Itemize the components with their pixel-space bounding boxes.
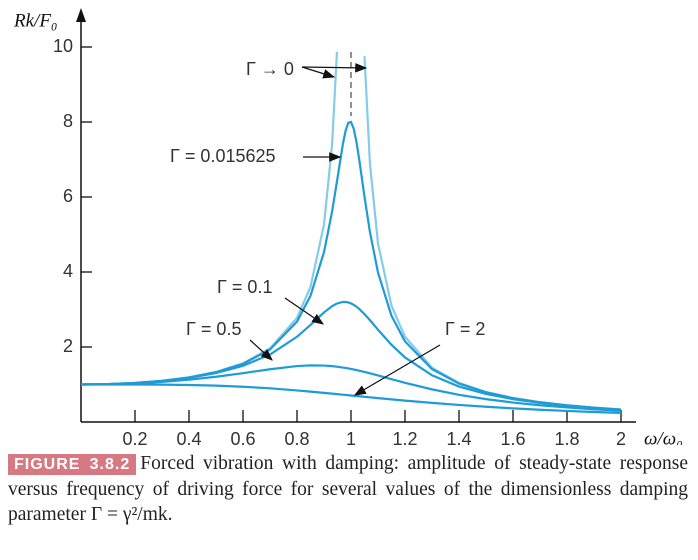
x-tick-label: 1.2 (392, 429, 417, 445)
y-tick-label: 4 (63, 261, 73, 281)
y-axis-label: Rk/F₀ (13, 10, 58, 31)
curve-label: Γ = 2 (445, 319, 485, 339)
y-tick-label: 2 (63, 336, 73, 356)
x-tick-label: 1 (346, 429, 356, 445)
x-tick-label: 1.8 (554, 429, 579, 445)
x-tick-label: 1.4 (446, 429, 471, 445)
y-axis-arrow (76, 8, 86, 22)
caption: FIGURE 3.8.2 Forced vibration with dampin… (8, 451, 688, 527)
curve-label: Γ = 0.1 (217, 277, 272, 297)
curve (80, 300, 622, 411)
chart: Rk/F₀ ω/ω₀ 2 4 6 8 10 0.2 0.4 0.6 0.8 1 1.2 1.4 1.6 1… (13, 8, 683, 445)
x-tick-label: 0.4 (176, 429, 201, 445)
label-arrow (284, 297, 324, 325)
curve (80, 364, 622, 412)
y-tick-label: 8 (63, 111, 73, 131)
label-arrow (249, 339, 273, 361)
curve (80, 120, 622, 411)
curve-label: Γ → 0 (246, 59, 294, 79)
label-arrow (301, 66, 336, 79)
x-tick-label: 2 (616, 429, 626, 445)
caption-text: Forced vibration with damping: amplitude… (8, 453, 688, 525)
x-tick-label: 0.6 (230, 429, 255, 445)
y-tick-label: 6 (63, 186, 73, 206)
curve-label: Γ = 0.015625 (170, 146, 276, 166)
label-arrow (301, 63, 368, 73)
y-tick-label: 10 (53, 36, 73, 56)
label-arrow (353, 344, 441, 396)
curve-label: Γ = 0.5 (186, 319, 241, 339)
x-axis-label: ω/ω₀ (644, 428, 683, 445)
x-tick-label: 1.6 (500, 429, 525, 445)
curve (81, 383, 622, 415)
x-tick-label: 0.8 (284, 429, 309, 445)
x-tick-label: 0.2 (122, 429, 147, 445)
caption-label: FIGURE 3.8.2 (8, 454, 137, 475)
